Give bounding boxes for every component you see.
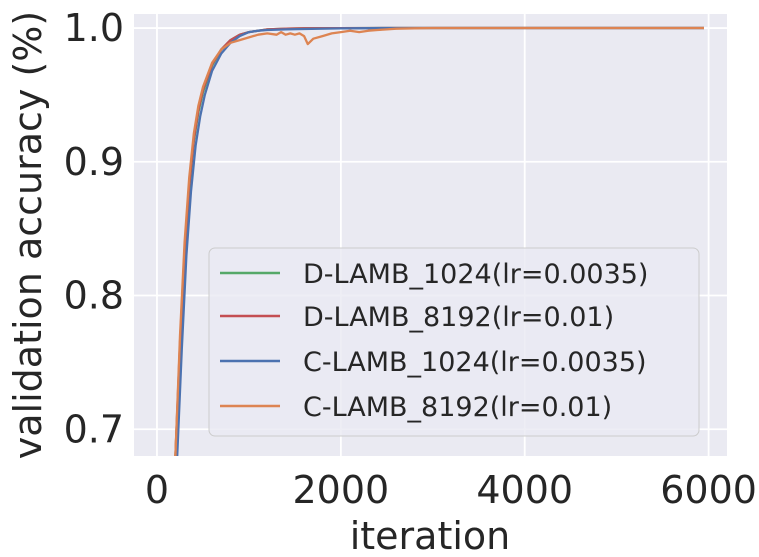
x-axis-label: iteration <box>350 514 511 557</box>
y-tick-label: 0.8 <box>64 274 124 318</box>
x-tick-label: 0 <box>145 468 169 512</box>
legend-label: D-LAMB_1024(lr=0.0035) <box>303 259 648 290</box>
x-tick-label: 4000 <box>476 468 573 512</box>
legend-label: C-LAMB_8192(lr=0.01) <box>303 392 612 423</box>
x-tick-label: 6000 <box>660 468 757 512</box>
y-tick-labels: 0.7 0.8 0.9 1.0 <box>64 6 124 451</box>
y-tick-label: 0.7 <box>64 407 124 451</box>
series-line-3 <box>174 26 704 456</box>
legend-box <box>208 247 700 437</box>
y-axis-label: validation accuracy (%) <box>6 11 50 459</box>
x-tick-labels: 0 2000 4000 6000 <box>145 468 757 512</box>
series-lines <box>174 26 704 456</box>
legend-label: C-LAMB_1024(lr=0.0035) <box>303 347 647 378</box>
y-tick-label: 1.0 <box>64 6 124 50</box>
legend: D-LAMB_1024(lr=0.0035) D-LAMB_8192(lr=0.… <box>208 247 700 437</box>
y-tick-label: 0.9 <box>64 140 124 184</box>
legend-label: D-LAMB_8192(lr=0.01) <box>303 302 614 333</box>
x-tick-label: 2000 <box>293 468 390 512</box>
